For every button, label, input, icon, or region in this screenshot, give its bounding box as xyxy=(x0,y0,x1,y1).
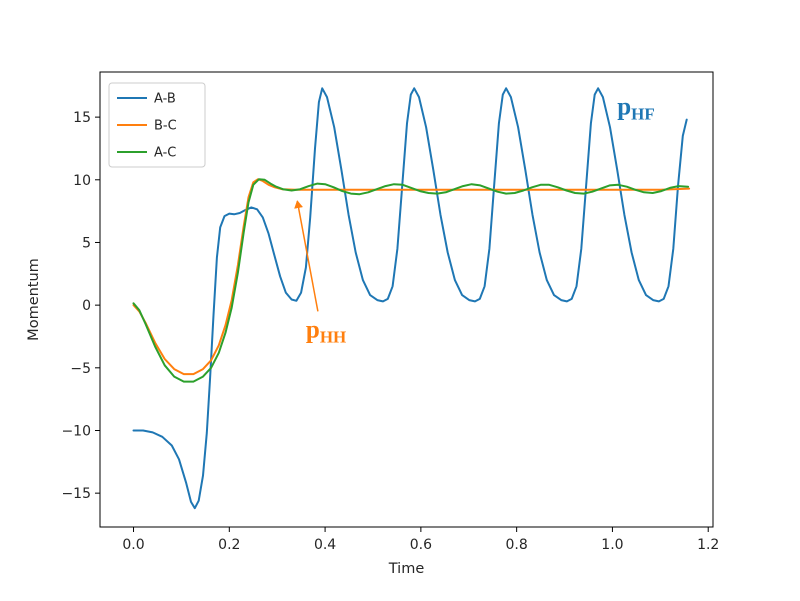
annotation-text-p_HH: pHH xyxy=(306,317,346,347)
y-tick-label: 10 xyxy=(73,173,91,189)
legend-label-B-C: B-C xyxy=(154,119,177,134)
annotation-text-p_HF: pHF xyxy=(617,94,655,124)
annotation-p_HF: pHF xyxy=(617,94,655,124)
x-axis: 0.0 0.2 0.4 0.6 0.8 1.0 1.2 xyxy=(122,527,719,553)
y-axis-label: Momentum xyxy=(26,258,42,341)
series-line-B-C xyxy=(132,178,691,376)
x-tick-label: 0.4 xyxy=(314,537,336,553)
y-axis: −15 −10 −5 0 5 10 15 xyxy=(61,110,100,502)
legend: A-B B-C A-C xyxy=(108,82,206,168)
y-tick-label: −5 xyxy=(70,361,91,377)
y-tick-label: 5 xyxy=(82,235,91,251)
x-tick-label: 0.0 xyxy=(122,537,144,553)
legend-label-A-C: A-C xyxy=(154,146,176,161)
x-tick-label: 1.0 xyxy=(601,537,623,553)
y-tick-label: −10 xyxy=(61,423,91,439)
annotation-p_HH: pHH xyxy=(294,200,346,347)
y-tick-label: 0 xyxy=(82,298,91,314)
plot-frame xyxy=(99,71,714,528)
legend-label-A-B: A-B xyxy=(154,92,176,107)
legend-box xyxy=(108,82,206,168)
x-tick-label: 0.8 xyxy=(506,537,528,553)
series-line-A-C xyxy=(132,178,690,383)
x-tick-label: 0.6 xyxy=(410,537,432,553)
series-line-A-B xyxy=(132,87,688,510)
annotation-arrow xyxy=(294,200,319,312)
y-tick-label: 15 xyxy=(73,110,91,126)
x-tick-label: 1.2 xyxy=(697,537,719,553)
x-tick-label: 0.2 xyxy=(218,537,240,553)
x-axis-label: Time xyxy=(388,561,425,577)
y-tick-label: −15 xyxy=(61,486,91,502)
